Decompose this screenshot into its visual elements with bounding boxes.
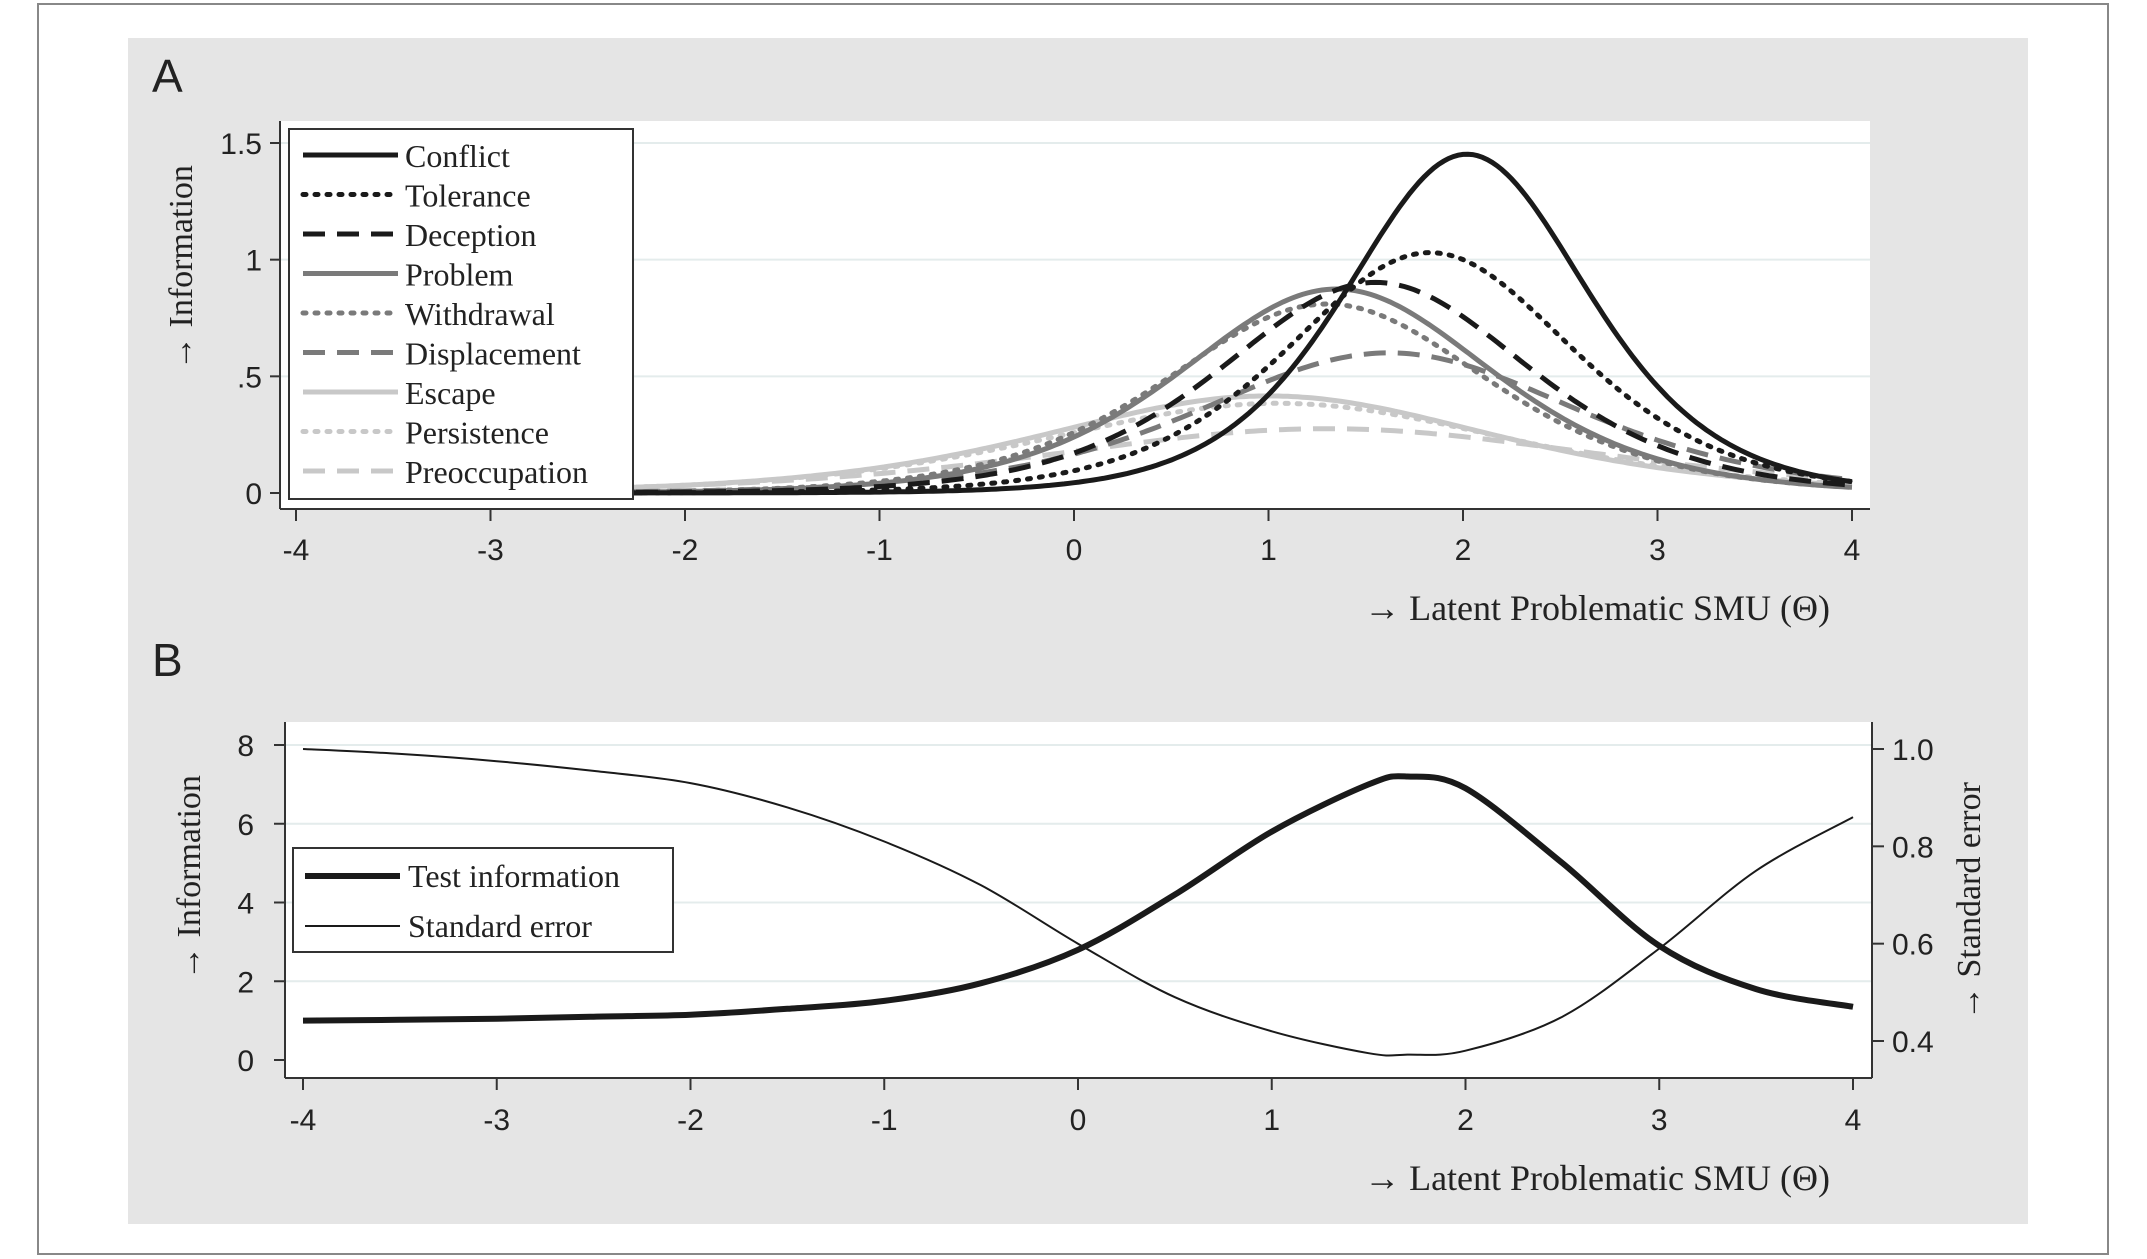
panel-b: B 0 2 4 6 8 0.4 0.6 0.8 1.0 -4 -3 -2 -1 0 1 2 3 4 → Infor… [152,634,1988,1198]
panel-a: A 0 .5 1 1.5 -4 -3 -2 -1 0 1 2 3 4 → Information → L… [152,50,1870,628]
panel-b-x-tick-label: -2 [677,1104,704,1137]
panel-a-y-tick-label: 0 [245,478,262,511]
panel-a-x-axis-label: → Latent Problematic SMU (Θ) [1364,588,1830,628]
panel-a-x-tick-label: -4 [283,534,310,567]
legend-box [292,847,674,953]
panel-a-x-tick-label: 1 [1260,534,1277,567]
legend-label-conflict: Conflict [405,138,510,174]
panel-b-y2-tick-label: 0.6 [1892,929,1934,962]
legend-label-test-information: Test information [408,858,620,894]
panel-b-curves [302,748,1854,1057]
panel-b-x-tick-label: 4 [1845,1104,1862,1137]
panel-b-y-tick-label: 0 [237,1045,254,1078]
panel-a-label: A [152,50,183,102]
panel-a-x-tick-label: 4 [1844,534,1861,567]
panel-a-y-tick-label: 1.5 [220,128,262,161]
panel-b-y-axis-label: → Information [171,775,208,980]
panel-a-x-tick-label: -2 [672,534,699,567]
panel-b-x-tick-label: -1 [871,1104,898,1137]
panel-b-y2-axis-label: → Standard error [1951,781,1988,1020]
panel-a-y-axis-label: → Information [163,165,200,370]
panel-a-y-tick-label: .5 [237,361,262,394]
panel-b-x-tick-label: 2 [1457,1104,1474,1137]
panel-b-y2-tick-label: 0.4 [1892,1026,1934,1059]
legend-label-preoccupation: Preoccupation [405,454,588,490]
panel-b-y-tick-label: 8 [237,730,254,763]
panel-a-y-tick-label: 1 [245,245,262,278]
legend-label-problem: Problem [405,257,514,293]
panel-b-y2-tick-label: 1.0 [1892,734,1934,767]
series-line-withdrawal [293,301,1855,496]
panel-b-x-tick-label: 0 [1070,1104,1087,1137]
panel-a-x-tick-label: 2 [1455,534,1472,567]
panel-b-y-tick-label: 4 [237,888,254,921]
panel-a-x-tick-label: -3 [477,534,504,567]
legend-label-tolerance: Tolerance [405,178,531,214]
legend-label-standard-error: Standard error [408,908,592,944]
legend-label-withdrawal: Withdrawal [405,296,555,332]
panel-b-x-axis-label: → Latent Problematic SMU (Θ) [1364,1158,1830,1198]
panel-a-x-tick-label: 0 [1066,534,1083,567]
legend-label-escape: Escape [405,375,496,411]
legend-label-deception: Deception [405,217,537,253]
panel-b-y-tick-label: 6 [237,809,254,842]
series-line-standard-error [302,748,1854,1057]
panel-b-x-tick-label: 3 [1651,1104,1668,1137]
panel-a-x-tick-label: -1 [866,534,893,567]
legend-box [288,128,634,500]
panel-b-y-tick-label: 2 [237,966,254,999]
panel-a-ticks: 0 .5 1 1.5 -4 -3 -2 -1 0 1 2 3 4 [220,128,1860,567]
panel-b-x-tick-label: -3 [483,1104,510,1137]
panel-b-x-tick-label: -4 [290,1104,317,1137]
panel-b-label: B [152,634,183,686]
series-line-tolerance [293,250,1855,496]
legend-label-displacement: Displacement [405,336,581,372]
panel-b-x-tick-label: 1 [1263,1104,1280,1137]
panel-b-y2-tick-label: 0.8 [1892,831,1934,864]
panel-b-legend: Test information Standard error [292,847,674,953]
legend-label-persistence: Persistence [405,415,549,451]
panel-a-x-tick-label: 3 [1649,534,1666,567]
panel-b-ticks: 0 2 4 6 8 0.4 0.6 0.8 1.0 -4 -3 -2 -1 0 1 2 3 4 [237,730,1933,1137]
series-line-test-information [302,773,1854,1024]
